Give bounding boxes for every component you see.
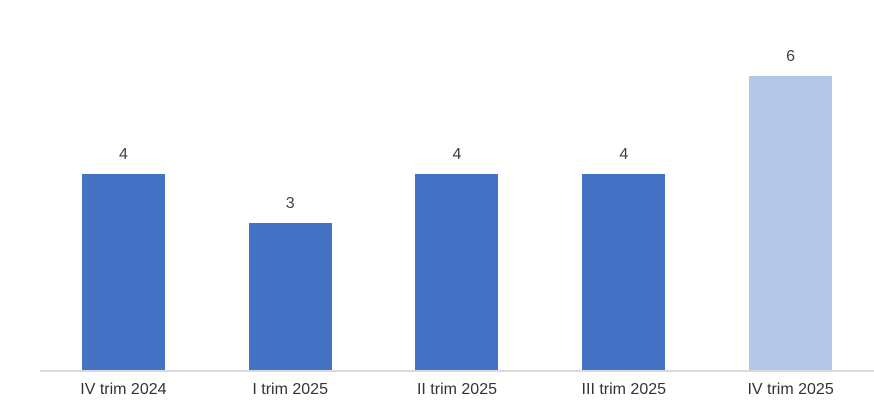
category-label: I trim 2025 (252, 381, 328, 398)
bar-group: 3 (207, 194, 374, 370)
bar (81, 174, 165, 370)
x-axis-line (40, 370, 874, 372)
data-label: 6 (786, 48, 796, 65)
data-label: 4 (452, 146, 462, 163)
data-label: 4 (118, 146, 128, 163)
data-label: 3 (285, 195, 295, 212)
bar (749, 76, 833, 370)
category-label: IV trim 2024 (80, 381, 167, 398)
bar (248, 223, 332, 370)
bar-group: 6 (707, 47, 874, 370)
plot-area: 4 3 4 4 6 (40, 0, 874, 370)
bar (415, 174, 499, 370)
category-label: II trim 2025 (416, 381, 497, 398)
bar (582, 174, 666, 370)
category-label: III trim 2025 (581, 381, 667, 398)
bar-group: 4 (374, 145, 541, 370)
x-axis-category-labels: IV trim 2024 I trim 2025 II trim 2025 III t… (40, 380, 874, 400)
data-label: 4 (619, 146, 629, 163)
bar-group: 4 (540, 145, 707, 370)
category-label: IV trim 2025 (747, 381, 834, 398)
bar-group: 4 (40, 145, 207, 370)
